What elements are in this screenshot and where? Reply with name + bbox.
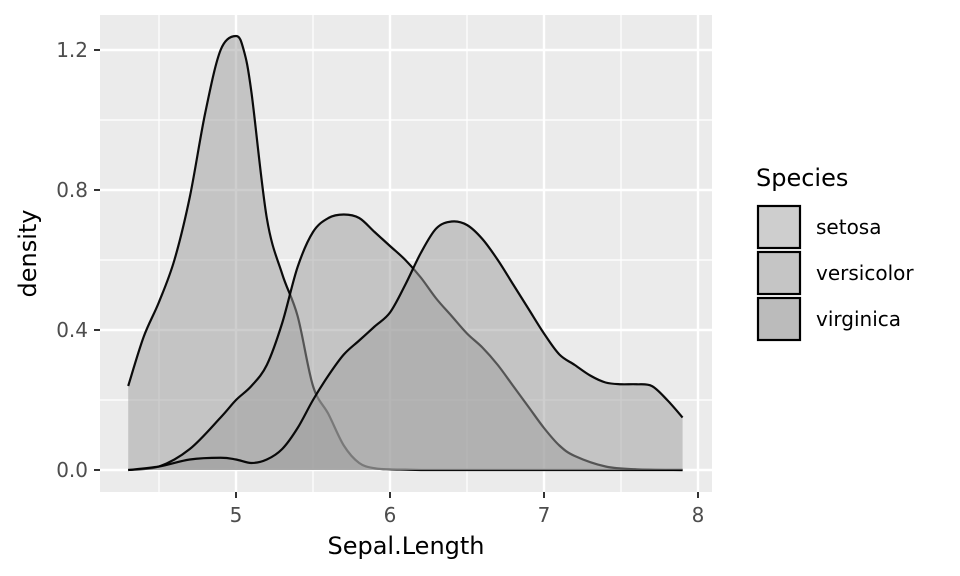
legend-items: setosa versicolor virginica <box>756 204 914 342</box>
legend-key-versicolor <box>756 250 802 296</box>
legend-key-virginica <box>756 296 802 342</box>
density-series <box>127 34 684 472</box>
y-tick-label: 0.8 <box>56 178 88 202</box>
legend: Species setosa versicolor virginica <box>756 164 914 342</box>
x-tick-label: 7 <box>538 503 551 527</box>
legend-key-setosa <box>756 204 802 250</box>
density-area-setosa <box>128 36 683 470</box>
density-area-virginica <box>128 221 683 470</box>
axis-ticks: 5 6 7 8 0.0 0.4 0.8 1.2 <box>56 38 704 527</box>
x-axis-title: Sepal.Length <box>327 532 484 560</box>
legend-label-setosa: setosa <box>816 215 881 239</box>
y-axis-title: density <box>14 210 42 298</box>
x-tick-label: 8 <box>692 503 705 527</box>
y-tick-label: 1.2 <box>56 38 88 62</box>
legend-label-virginica: virginica <box>816 307 901 331</box>
legend-label-versicolor: versicolor <box>816 261 914 285</box>
density-curve-virginica <box>128 220 684 472</box>
y-tick-label: 0.4 <box>56 318 88 342</box>
y-tick-label: 0.0 <box>56 458 88 482</box>
x-tick-label: 6 <box>384 503 397 527</box>
legend-title: Species <box>756 164 848 192</box>
x-tick-label: 5 <box>230 503 243 527</box>
